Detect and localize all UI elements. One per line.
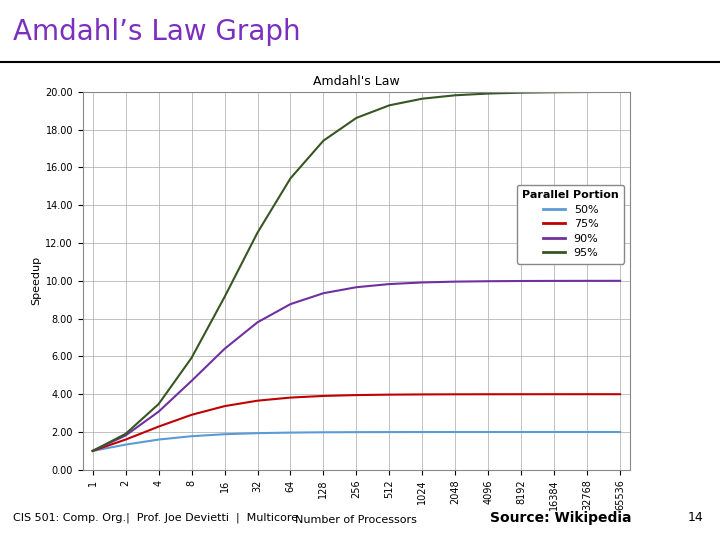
50% <box>582 429 591 435</box>
50% <box>517 429 526 435</box>
95% <box>122 430 130 437</box>
75% <box>253 397 262 404</box>
50% <box>220 431 229 437</box>
90% <box>517 278 526 284</box>
Text: 14: 14 <box>688 511 703 524</box>
75% <box>616 391 624 397</box>
50% <box>451 429 459 435</box>
90% <box>451 279 459 285</box>
Text: Source: Wikipedia: Source: Wikipedia <box>490 511 631 525</box>
75% <box>418 391 427 397</box>
50% <box>616 429 624 435</box>
90% <box>616 278 624 284</box>
90% <box>582 278 591 284</box>
95% <box>352 114 361 121</box>
50% <box>550 429 559 435</box>
95% <box>253 230 262 236</box>
50% <box>286 429 294 436</box>
50% <box>319 429 328 436</box>
50% <box>187 433 196 440</box>
Text: CIS 501: Comp. Org.|  Prof. Joe Devietti  |  Multicore: CIS 501: Comp. Org.| Prof. Joe Devietti … <box>13 512 298 523</box>
75% <box>187 411 196 418</box>
90% <box>418 279 427 286</box>
90% <box>484 278 492 285</box>
90% <box>187 377 196 384</box>
90% <box>319 290 328 296</box>
75% <box>484 391 492 397</box>
50% <box>484 429 492 435</box>
Text: Amdahl’s Law Graph: Amdahl’s Law Graph <box>13 18 300 46</box>
X-axis label: Number of Processors: Number of Processors <box>295 515 418 524</box>
50% <box>385 429 394 435</box>
95% <box>517 90 526 96</box>
90% <box>352 284 361 291</box>
50% <box>253 430 262 436</box>
Line: 75%: 75% <box>93 394 620 451</box>
Line: 95%: 95% <box>93 92 620 451</box>
95% <box>319 137 328 144</box>
95% <box>616 89 624 95</box>
Line: 50%: 50% <box>93 432 620 451</box>
75% <box>517 391 526 397</box>
75% <box>550 391 559 397</box>
Legend: 50%, 75%, 90%, 95%: 50%, 75%, 90%, 95% <box>516 185 624 264</box>
75% <box>319 393 328 399</box>
95% <box>89 448 97 454</box>
Line: 90%: 90% <box>93 281 620 451</box>
75% <box>352 392 361 399</box>
75% <box>582 391 591 397</box>
90% <box>385 281 394 287</box>
90% <box>89 448 97 454</box>
75% <box>122 436 130 443</box>
90% <box>286 301 294 307</box>
50% <box>352 429 361 435</box>
90% <box>220 346 229 352</box>
95% <box>451 92 459 98</box>
75% <box>385 392 394 398</box>
90% <box>154 408 163 415</box>
75% <box>451 391 459 397</box>
75% <box>89 448 97 454</box>
90% <box>122 432 130 438</box>
Y-axis label: Speedup: Speedup <box>31 256 41 305</box>
75% <box>154 423 163 430</box>
95% <box>154 401 163 407</box>
50% <box>89 448 97 454</box>
90% <box>550 278 559 284</box>
Title: Amdahl's Law: Amdahl's Law <box>313 75 400 88</box>
50% <box>122 441 130 448</box>
50% <box>418 429 427 435</box>
95% <box>550 89 559 96</box>
50% <box>154 436 163 443</box>
95% <box>385 102 394 109</box>
75% <box>220 403 229 409</box>
95% <box>582 89 591 95</box>
95% <box>484 90 492 97</box>
95% <box>187 355 196 361</box>
90% <box>253 319 262 326</box>
95% <box>286 175 294 181</box>
95% <box>418 96 427 102</box>
75% <box>286 394 294 401</box>
95% <box>220 294 229 300</box>
